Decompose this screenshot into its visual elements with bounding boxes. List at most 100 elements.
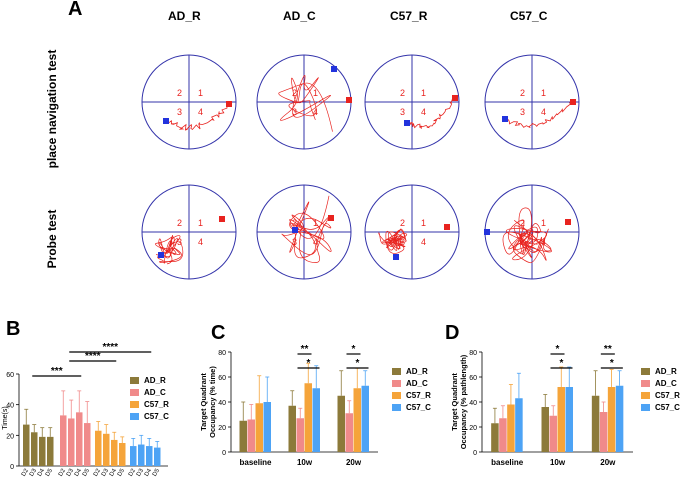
pool-ad_c-row1: 1 2 3 4 <box>256 54 352 150</box>
quadrant-label-2: 2 <box>400 218 405 228</box>
end-marker <box>331 66 337 72</box>
y-axis-title: Time(s) <box>2 406 9 429</box>
x-tick-label: D2 <box>21 467 30 477</box>
quadrant-label-1: 1 <box>198 218 203 228</box>
bar <box>499 418 507 452</box>
bar <box>47 436 54 466</box>
quadrant-label-3: 3 <box>292 237 297 247</box>
start-marker <box>346 97 352 103</box>
legend-label-ad-c: AD_C <box>406 379 428 388</box>
bar <box>491 423 499 452</box>
quadrant-label-4: 4 <box>198 107 203 117</box>
bar <box>557 387 565 452</box>
x-tick-label: 10w <box>550 458 566 467</box>
x-tick-label: 20w <box>346 458 362 467</box>
significance-label: * <box>307 358 311 369</box>
legend-label-c57-c: C57_C <box>406 403 431 412</box>
legend-label-c57-c: C57_C <box>655 403 680 412</box>
pool-ad_r-row1: 1 2 3 4 <box>141 54 237 150</box>
bar <box>119 443 126 466</box>
bar <box>345 413 353 452</box>
quadrant-label-3: 3 <box>400 107 405 117</box>
significance-label: *** <box>51 366 63 377</box>
legend-label-c57-c: C57_C <box>144 412 169 421</box>
bar <box>599 412 608 452</box>
significance-label: * <box>560 358 564 369</box>
swim-path <box>278 75 333 132</box>
x-tick-label: D3 <box>136 467 145 477</box>
start-marker <box>570 99 576 105</box>
bar <box>549 415 557 452</box>
y-tick-label: 0 <box>10 464 14 471</box>
bar <box>565 387 573 452</box>
swim-path <box>155 235 184 265</box>
legend-swatch-ad-r <box>392 368 401 375</box>
quadrant-label-1: 1 <box>313 88 318 98</box>
column-label-c57-c: C57_C <box>510 9 548 23</box>
quadrant-label-4: 4 <box>198 237 203 247</box>
swim-path <box>503 102 575 128</box>
legend-label-ad-r: AD_R <box>144 376 166 385</box>
legend-label-c57-r: C57_R <box>144 400 169 409</box>
chart-d: 0 20 40 60 80 Target Quadrant Occupancy (% pat… <box>450 344 680 467</box>
legend-label-ad-c: AD_C <box>655 379 677 388</box>
x-tick-label: baseline <box>491 458 524 467</box>
panel-letter-c: C <box>211 322 226 344</box>
swim-path <box>281 195 332 263</box>
quadrant-label-4: 4 <box>313 237 318 247</box>
quadrant-label-3: 3 <box>292 107 297 117</box>
pool-ad_r-row2: 123 4 <box>141 184 237 280</box>
legend-label-ad-r: AD_R <box>406 367 428 376</box>
significance-label: * <box>556 344 560 355</box>
x-tick-label: D3 <box>29 467 38 477</box>
pool-c57_c-row1: 1 2 3 4 <box>484 54 580 150</box>
bar <box>615 385 624 452</box>
bar <box>130 446 137 466</box>
legend-swatch-ad-c <box>392 380 401 387</box>
x-tick-label: D4 <box>74 467 83 477</box>
end-marker <box>393 254 399 260</box>
quadrant-label-3: 3 <box>520 237 525 247</box>
legend-swatch-ad-r <box>130 377 139 384</box>
column-label-ad-r: AD_R <box>168 9 201 23</box>
end-marker <box>292 227 298 233</box>
significance-label: **** <box>102 342 118 353</box>
swim-path <box>502 207 552 264</box>
bar <box>31 432 38 466</box>
quadrant-label-3: 3 <box>177 107 182 117</box>
bar <box>138 444 145 466</box>
y-tick-label: 40 <box>6 403 14 410</box>
end-marker <box>163 118 169 124</box>
x-tick-label: 10w <box>297 458 313 467</box>
x-tick-label: D4 <box>144 467 153 477</box>
column-label-c57-r: C57_R <box>390 9 428 23</box>
legend-swatch-ad-c <box>641 380 650 387</box>
bar <box>515 398 523 452</box>
bar <box>255 403 263 452</box>
bar <box>76 412 83 466</box>
legend-swatch-ad-c <box>130 389 139 396</box>
y-tick-label: 20 <box>218 425 226 432</box>
panel-letter-a: A <box>68 0 83 20</box>
chart-c: 0 20 40 60 80 Target Quadrant Occupancy (% tim… <box>199 344 431 467</box>
bar <box>103 433 110 466</box>
end-marker <box>484 229 490 235</box>
quadrant-label-1: 1 <box>541 218 546 228</box>
x-tick-label: 20w <box>600 458 616 467</box>
quadrant-label-2: 2 <box>520 88 525 98</box>
pool-c57_c-row2: 123 4 <box>484 184 580 280</box>
y-tick-label: 0 <box>473 450 477 457</box>
swim-path <box>406 97 456 129</box>
start-marker <box>328 215 334 221</box>
legend-swatch-c57-r <box>641 392 650 399</box>
bar <box>288 405 296 452</box>
start-marker <box>219 216 225 222</box>
panel-letter-b: B <box>6 318 21 340</box>
quadrant-label-2: 2 <box>400 88 405 98</box>
swim-path <box>166 102 231 131</box>
bar <box>239 420 247 452</box>
y-tick-label: 60 <box>469 375 477 382</box>
bar <box>296 418 304 452</box>
